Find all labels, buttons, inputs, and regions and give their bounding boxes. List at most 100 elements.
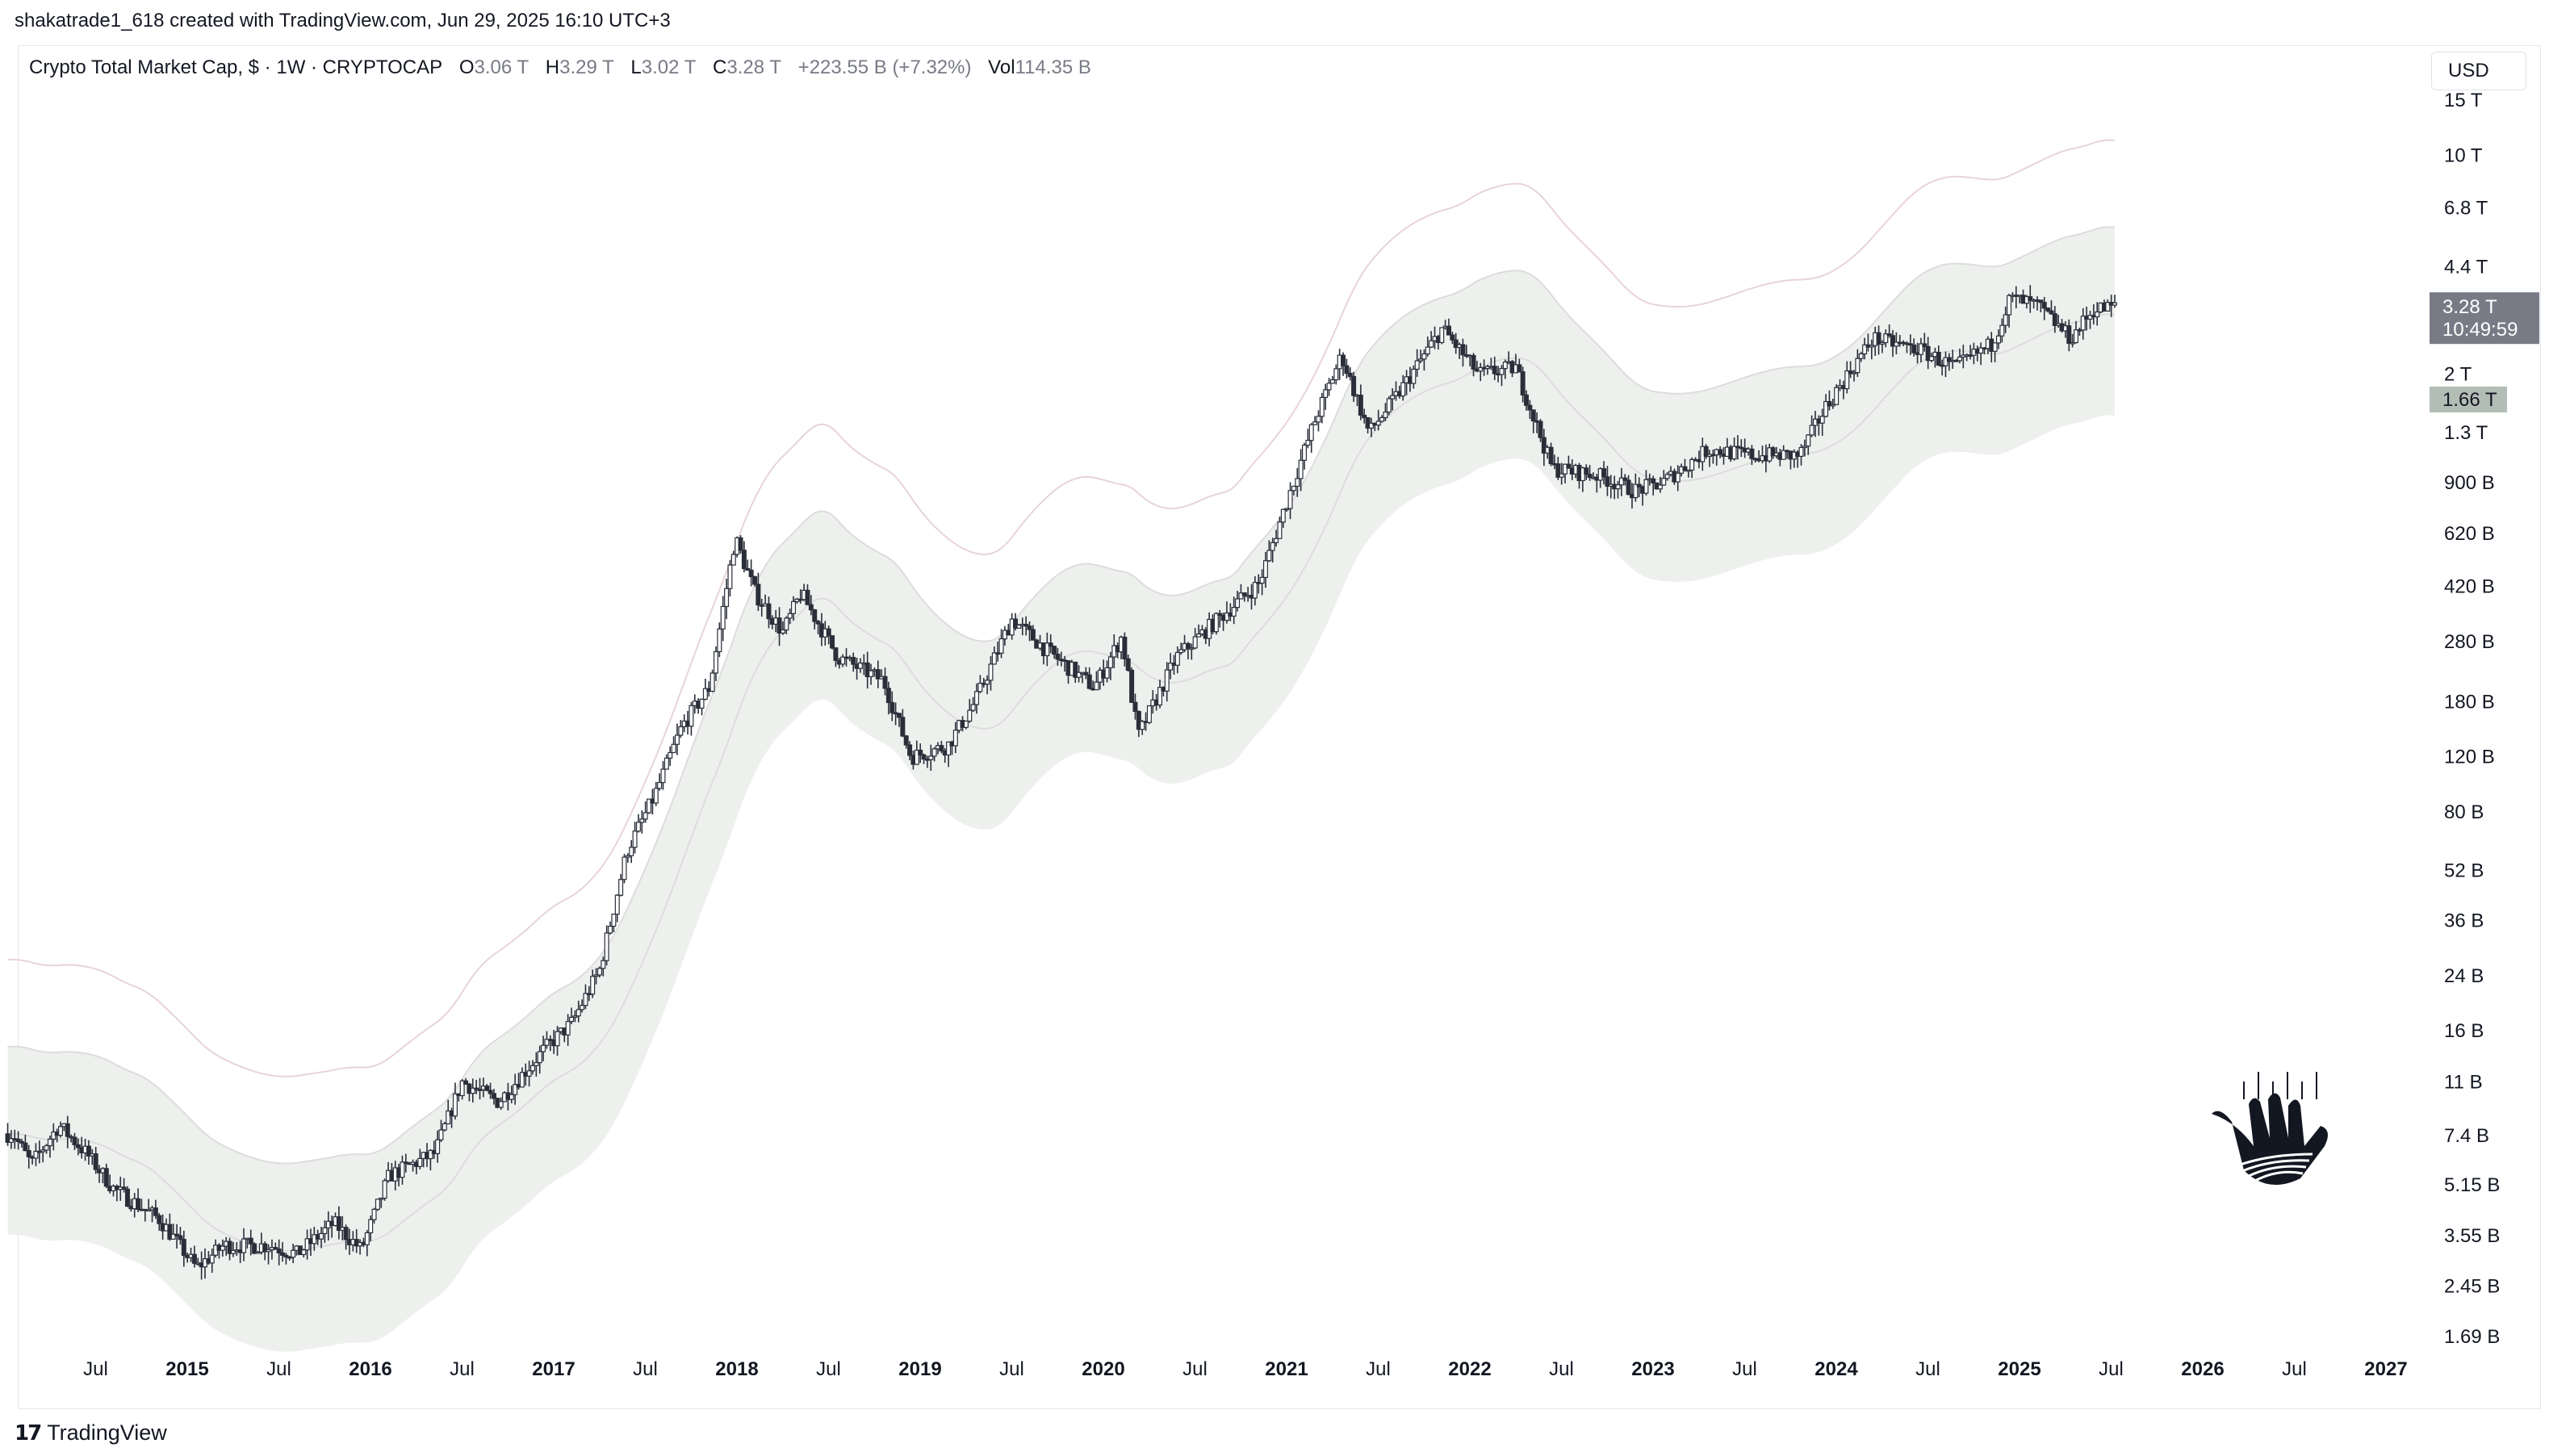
candle-body: [1295, 478, 1300, 487]
time-tick-label: 2022: [1448, 1358, 1491, 1380]
candle-body: [889, 701, 895, 713]
time-tick-label: Jul: [1549, 1358, 1574, 1380]
candle-body: [1344, 365, 1350, 374]
candle-body: [1492, 366, 1497, 374]
candle-body: [985, 680, 990, 685]
candle-body: [622, 856, 627, 881]
candle-body: [1922, 343, 1927, 348]
candle-body: [541, 1044, 546, 1052]
price-tags: 3.28 T10:49:59 1.66 T: [2430, 292, 2539, 412]
candle-body: [491, 1093, 496, 1099]
band-upper-line: [7, 226, 2116, 1165]
candle-body: [921, 754, 927, 760]
candle-body: [1414, 360, 1420, 370]
candle-body: [2003, 314, 2008, 326]
candle-body: [1862, 344, 1868, 355]
candle-body: [382, 1180, 387, 1199]
tradingview-logo[interactable]: 𝟭𝟳 TradingView: [15, 1420, 167, 1446]
candle-body: [2066, 325, 2072, 344]
candle-body: [629, 847, 634, 856]
candle-body: [1333, 368, 1339, 381]
candle-body: [1266, 550, 1272, 562]
candle-body: [1312, 421, 1318, 425]
candle-body: [830, 635, 835, 649]
candle-body: [1146, 705, 1152, 723]
candle-body: [1541, 437, 1547, 454]
candle-body: [1809, 425, 1814, 436]
candle-body: [709, 672, 715, 692]
candle-body: [23, 1142, 28, 1152]
candle-body: [1450, 334, 1455, 341]
shaka-hand-logo: [2212, 1072, 2328, 1185]
candle-body: [776, 617, 782, 634]
candle-body: [121, 1186, 127, 1190]
candle-body: [808, 604, 814, 611]
candle-body: [1386, 398, 1392, 413]
price-tick-label: 10 T: [2444, 144, 2483, 166]
candle-body: [745, 567, 751, 571]
candle-body: [230, 1249, 236, 1254]
time-axis[interactable]: Jul 2015 Jul 2016 Jul 2017 Jul 2018 Jul 2019 Jul 20…: [83, 1358, 2408, 1380]
wave-stroke: [2235, 1153, 2313, 1168]
price-tick-label: 6.8 T: [2444, 197, 2488, 219]
candle-body: [2045, 308, 2051, 312]
candle-body: [967, 709, 973, 722]
candle-body: [639, 818, 645, 823]
price-axis[interactable]: 15 T 10 T 6.8 T 4.4 T 2 T 1.3 T 900 B 620 B 420 …: [2444, 90, 2500, 1348]
candle-body: [1587, 473, 1593, 479]
price-tick-label: 80 B: [2444, 801, 2484, 823]
candle-body: [580, 1005, 585, 1010]
candle-body: [1890, 335, 1896, 347]
candle-body: [635, 822, 641, 832]
candle-body: [1605, 476, 1610, 487]
candle-body: [1636, 483, 1642, 487]
candle-body: [1270, 542, 1275, 551]
candle-body: [812, 609, 818, 622]
candle-body: [1287, 490, 1293, 509]
symbol-title[interactable]: Crypto Total Market Cap, $ · 1W · CRYPTO…: [29, 56, 443, 78]
candle-body: [19, 1140, 25, 1144]
candle-body: [1076, 672, 1082, 678]
candle-body: [1802, 446, 1807, 449]
candle-body: [1555, 463, 1561, 478]
candle-body: [1358, 395, 1363, 416]
candle-body: [1886, 333, 1892, 337]
candle-body: [40, 1149, 46, 1153]
candle-body: [1978, 347, 1984, 354]
candle-body: [653, 788, 659, 804]
high-value: 3.29 T: [559, 56, 614, 78]
candle-body: [572, 1015, 578, 1019]
candle-body: [178, 1235, 183, 1241]
candle-body: [1548, 446, 1554, 465]
candle-layer: [5, 285, 2118, 1280]
candle-body: [1798, 446, 1804, 458]
candle-body: [371, 1208, 377, 1220]
candle-body: [660, 768, 666, 784]
currency-button[interactable]: USD: [2431, 52, 2526, 90]
candle-body: [273, 1247, 278, 1250]
candle-body: [1252, 581, 1258, 599]
candle-body: [988, 663, 994, 681]
candle-body: [498, 1101, 504, 1108]
candle-body: [459, 1080, 465, 1097]
candle-body: [555, 1031, 560, 1047]
candle-body: [833, 647, 839, 661]
candle-body: [167, 1224, 173, 1240]
price-tick-label: 36 B: [2444, 910, 2484, 932]
candle-body: [470, 1087, 475, 1094]
low-value: 3.02 T: [641, 56, 697, 78]
candle-body: [614, 894, 620, 915]
bar-countdown: 10:49:59: [2442, 319, 2518, 341]
candle-body: [826, 628, 831, 637]
candle-body: [1883, 333, 1889, 344]
price-tick-label: 52 B: [2444, 860, 2484, 882]
candle-body: [946, 741, 952, 756]
candle-body: [301, 1249, 307, 1256]
candle-body: [1844, 370, 1850, 390]
candle-body: [65, 1123, 70, 1137]
candle-body: [1559, 473, 1564, 478]
candle-body: [738, 537, 743, 551]
chart-pane[interactable]: [18, 45, 2541, 1409]
candle-body: [1122, 636, 1128, 659]
